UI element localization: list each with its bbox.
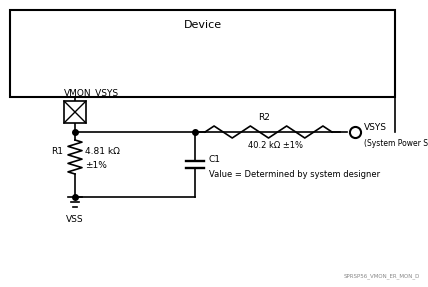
Text: C1: C1: [209, 155, 221, 164]
Text: VSYS: VSYS: [364, 123, 387, 133]
Text: Value = Determined by system designer: Value = Determined by system designer: [209, 170, 380, 179]
Text: 40.2 kΩ ±1%: 40.2 kΩ ±1%: [249, 141, 303, 150]
Text: SPRSP56_VMON_ER_MON_D: SPRSP56_VMON_ER_MON_D: [344, 273, 420, 279]
Text: R1: R1: [51, 148, 63, 156]
Text: ±1%: ±1%: [85, 162, 107, 170]
Text: VSS: VSS: [66, 215, 84, 224]
Text: VMON_VSYS: VMON_VSYS: [64, 88, 119, 97]
Text: (System Power Supply): (System Power Supply): [364, 139, 428, 148]
Text: R2: R2: [259, 113, 270, 123]
Text: Device: Device: [184, 20, 222, 30]
Text: 4.81 kΩ: 4.81 kΩ: [85, 148, 120, 156]
Bar: [64, 101, 86, 123]
Bar: [10, 10, 395, 97]
